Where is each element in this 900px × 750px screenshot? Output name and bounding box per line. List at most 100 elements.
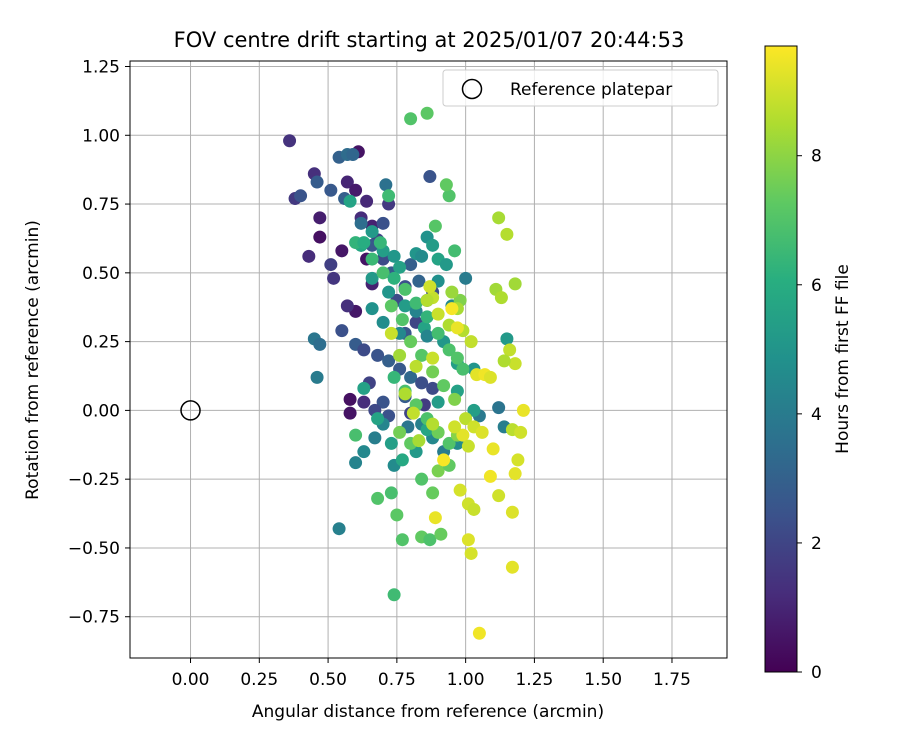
y-axis-ticks: −0.75 −0.50 −0.25 0.00 0.25 0.50 0.75 1.00 1.25 (68, 58, 130, 628)
colorbar-label: Hours from first FF file (833, 264, 853, 454)
scatter-point (343, 194, 357, 208)
scatter-point (357, 395, 371, 409)
scatter-point (511, 453, 525, 467)
colorbar-tick-label: 2 (811, 534, 822, 554)
scatter-point (335, 324, 349, 338)
scatter-point (426, 365, 440, 379)
scatter-point (349, 456, 363, 470)
scatter-point (313, 337, 327, 351)
scatter-point (406, 406, 420, 420)
scatter-point (371, 412, 385, 426)
scatter-point (445, 302, 459, 316)
legend-marker (461, 78, 483, 100)
colorbar-tick-label: 0 (811, 663, 822, 683)
y-tick-label: 0.25 (82, 333, 120, 353)
y-tick-label: 1.25 (82, 58, 120, 78)
colorbar-gradient (764, 45, 798, 673)
scatter-point (483, 469, 497, 483)
scatter-point (508, 357, 522, 371)
scatter-point (434, 527, 448, 541)
scatter-point (365, 225, 379, 239)
scatter-point (349, 428, 363, 442)
scatter-point (376, 315, 390, 329)
scatter-point (420, 310, 434, 324)
scatter-point (327, 271, 341, 285)
scatter-point (395, 453, 409, 467)
legend-box (442, 69, 719, 107)
scatter-point (310, 175, 324, 189)
scatter-point (494, 291, 508, 305)
legend-label: Reference platepar (510, 80, 672, 100)
scatter-point (393, 348, 407, 362)
scatter-point (420, 106, 434, 120)
x-tick-label: 1.25 (515, 670, 553, 690)
scatter-point (313, 230, 327, 244)
scatter-point (324, 183, 338, 197)
x-axis-ticks: 0.00 0.25 0.50 0.75 1.00 1.25 1.50 1.75 (172, 658, 691, 690)
x-tick-label: 0.00 (172, 670, 210, 690)
scatter-point (349, 183, 363, 197)
scatter-point (423, 533, 437, 547)
scatter-point (423, 170, 437, 184)
scatter-point (398, 282, 412, 296)
scatter-point (294, 189, 308, 203)
y-tick-label: 0.75 (82, 195, 120, 215)
y-tick-label: 1.00 (82, 126, 120, 146)
scatter-point (415, 472, 429, 486)
scatter-point (483, 370, 497, 384)
scatter-point (360, 194, 374, 208)
scatter-point (505, 505, 519, 519)
scatter-point (382, 285, 396, 299)
scatter-point (395, 533, 409, 547)
scatter-point (428, 219, 442, 233)
scatter-point (461, 533, 475, 547)
scatter-point (456, 362, 470, 376)
scatter-point (384, 436, 398, 450)
scatter-point (393, 260, 407, 274)
scatter-point (409, 359, 423, 373)
colorbar-ticks: 0 2 4 6 8 (797, 147, 822, 683)
scatter-point (357, 445, 371, 459)
scatter-point (387, 249, 401, 263)
scatter-point (393, 425, 407, 439)
scatter-point (346, 148, 360, 162)
scatter-point (500, 227, 514, 241)
scatter-point (426, 486, 440, 500)
scatter-point (445, 285, 459, 299)
scatter-point (497, 354, 511, 368)
scatter-point (340, 299, 354, 313)
scatter-point (464, 335, 478, 349)
x-axis-label: Angular distance from reference (arcmin) (252, 702, 604, 722)
scatter-point (395, 313, 409, 327)
scatter-point (365, 271, 379, 285)
scatter-point (404, 112, 418, 126)
scatter-point (415, 376, 429, 390)
scatter-points (283, 106, 530, 640)
colorbar-tick-label: 4 (811, 405, 822, 425)
scatter-point (448, 392, 462, 406)
scatter-point (398, 387, 412, 401)
scatter-point (426, 381, 440, 395)
y-tick-label: −0.25 (68, 470, 120, 490)
scatter-point (324, 258, 338, 272)
y-tick-label: −0.75 (68, 608, 120, 628)
scatter-point (376, 266, 390, 280)
scatter-point (467, 502, 481, 516)
scatter-point (371, 491, 385, 505)
scatter-point (387, 271, 401, 285)
scatter-point (313, 211, 327, 225)
scatter-point (384, 486, 398, 500)
scatter-point (365, 302, 379, 316)
scatter-point (371, 348, 385, 362)
scatter-point (431, 464, 445, 478)
scatter-point (404, 258, 418, 272)
scatter-point (310, 370, 324, 384)
scatter-point (450, 321, 464, 335)
scatter-point (459, 271, 473, 285)
scatter-point (448, 244, 462, 258)
scatter-point (387, 370, 401, 384)
chart-title: FOV centre drift starting at 2025/01/07 … (174, 28, 685, 52)
colorbar-tick-label: 6 (811, 276, 822, 296)
scatter-point (420, 329, 434, 343)
